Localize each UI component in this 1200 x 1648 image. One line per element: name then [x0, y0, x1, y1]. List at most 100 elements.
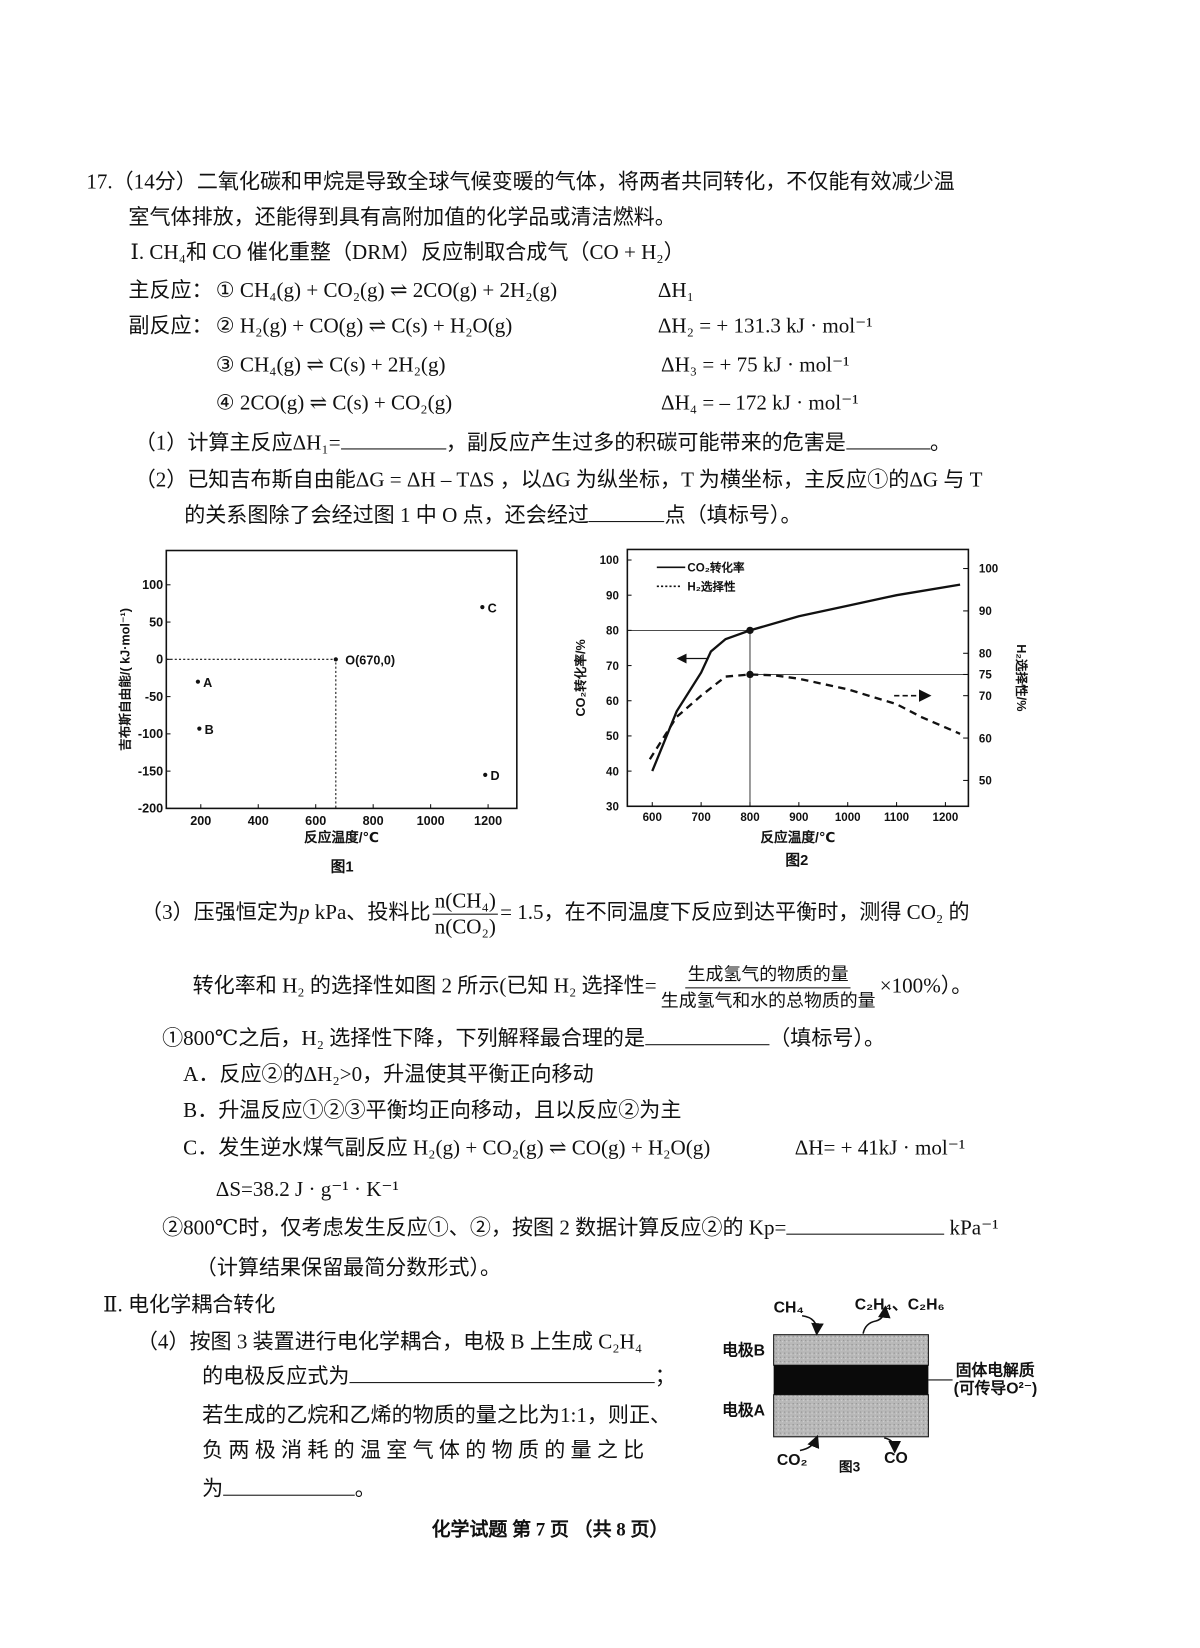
electrode-a-layer: [773, 1394, 929, 1438]
left-y-axis-label: CO₂转化率/%: [573, 639, 588, 716]
figure-3-electrochemical-cell: CH₄ C₂H₄、C₂H₆ 电极B 电极A 固体电解质 (可传导O²⁻) CO₂…: [722, 1296, 1037, 1474]
x-tick-label: 1100: [884, 812, 909, 824]
option-b: B．升温反应①②③平衡均正向移动，且以反应②为主: [183, 1098, 682, 1123]
x-tick-label: 1000: [835, 812, 861, 824]
question-intro-line-1: 17.（14分）二氧化碳和甲烷是导致全球气候变暖的气体，将两者共同转化，不仅能有…: [86, 168, 954, 195]
q3-1-text: ①800℃之后，H₂ 选择性下降，下列解释最合理的是: [162, 1027, 646, 1051]
ratio-answer-blank[interactable]: [223, 1476, 355, 1496]
option-c-dh: ΔH= + 41kJ · mol⁻¹: [794, 1136, 966, 1160]
co-label: CO: [884, 1450, 908, 1467]
reaction-3-dh: ΔH₃ = + 75 kJ · mol⁻¹: [661, 353, 850, 377]
x-tick-label: 200: [190, 814, 211, 828]
q3-text-5: ×100%）。: [879, 974, 973, 998]
q3-text-2: kPa、投料比: [309, 901, 431, 925]
legend-label-co2: CO₂转化率: [687, 561, 745, 575]
reaction-4-dh: ΔH₄ = – 172 kJ · mol⁻¹: [661, 391, 859, 415]
left-y-tick-label: 100: [600, 555, 619, 567]
question-4-line-1: （4）按图 3 装置进行电化学耦合，电极 B 上生成 C₂H₄: [136, 1330, 643, 1354]
series-line-1: [648, 673, 961, 760]
right-y-tick-label: 100: [979, 564, 998, 576]
q4-text: 的电极反应式为: [202, 1365, 350, 1389]
electrode-b-label: 电极B: [722, 1341, 765, 1360]
data-point-2: [480, 605, 485, 610]
y-tick-label: -50: [145, 690, 163, 704]
left-y-tick-label: 50: [606, 731, 619, 743]
feed-ratio-fraction: n(CH₄) n(CO₂): [432, 888, 498, 940]
x-tick-label: 1000: [417, 814, 445, 828]
plot-frame: [626, 548, 970, 808]
co-out-arrow-icon: [884, 1437, 902, 1454]
figure-3-caption: 图3: [839, 1460, 861, 1475]
right-y-tick-label: 50: [979, 776, 992, 788]
option-c-ds: ΔS=38.2 J · g⁻¹ · K⁻¹: [215, 1177, 399, 1202]
option-c: C．发生逆水煤气副反应 H₂(g) + CO₂(g) ⇌ CO(g) + H₂O…: [183, 1136, 711, 1160]
y-tick-label: -200: [138, 802, 163, 816]
plot-frame: [165, 549, 518, 810]
products-label: C₂H₄、C₂H₆: [855, 1296, 945, 1313]
reaction-3: ③ CH₄(g) ⇌ C(s) + 2H₂(g): [215, 353, 446, 377]
part1-heading: Ⅰ. CH₄和 CO 催化重整（DRM）反应制取合成气（CO + H₂）: [130, 241, 685, 265]
main-reaction-label: 主反应：: [128, 278, 213, 303]
right-y-tick-label: 90: [979, 606, 992, 618]
x-axis-label: 反应温度/℃: [304, 829, 379, 845]
reference-dashed-line: [166, 658, 337, 809]
selectivity-denominator: 生成氢气和水的总物质的量: [660, 990, 876, 1011]
electrolyte-note: (可传导O²⁻): [954, 1379, 1038, 1398]
data-point-label: B: [205, 723, 214, 737]
q3-1-answer-blank[interactable]: [645, 1025, 770, 1046]
data-point-0: [195, 679, 201, 684]
page-footer: 化学试题 第 7 页 （共 8 页）: [431, 1518, 669, 1540]
selectivity-numerator: 生成氢气的物质的量: [685, 962, 851, 989]
left-y-tick-label: 90: [606, 590, 619, 602]
q1-answer-blank-1[interactable]: [340, 429, 446, 450]
figure-2-caption: 图2: [785, 852, 808, 869]
q2-text-end: 点（填标号）。: [664, 504, 802, 528]
x-tick-label: 700: [691, 812, 710, 824]
question-3-line-1: （3）压强恒定为p kPa、投料比 n(CH₄) n(CO₂) = 1.5，在不同温度…: [141, 886, 970, 940]
marker-point-0: [746, 626, 754, 635]
kp-answer-blank[interactable]: [786, 1215, 945, 1235]
ch4-label: CH₄: [774, 1300, 804, 1317]
solid-electrolyte-layer: [773, 1365, 929, 1395]
question-4-line-2: 的电极反应式为 ；: [202, 1363, 676, 1390]
intro-text: 二氧化碳和甲烷是导致全球气候变暖的气体，将两者共同转化，不仅能有效减少温: [196, 170, 955, 194]
q1-text-2: ，副反应产生过多的积碳可能带来的危害是: [445, 431, 846, 455]
left-y-tick-label: 60: [606, 696, 619, 708]
data-point-label: D: [490, 769, 499, 783]
q1-text: （1）计算主反应ΔH₁=: [134, 431, 341, 455]
pressure-symbol: p: [298, 901, 310, 925]
x-tick-label: 1200: [933, 812, 959, 824]
kp-unit: kPa⁻¹: [949, 1216, 999, 1240]
q4-text-end-2: 。: [354, 1477, 376, 1502]
marker-point-1: [746, 670, 754, 679]
electrode-equation-blank[interactable]: [349, 1363, 655, 1384]
question-4-line-3: 若生成的乙烷和乙烯的物质的量之比为1:1，则正、: [202, 1404, 672, 1428]
left-y-tick-label: 70: [606, 661, 619, 673]
question-number: 17.: [86, 170, 113, 194]
data-point-label: C: [488, 601, 497, 615]
q3-1-text-end: （填标号）。: [769, 1027, 886, 1051]
figure-1-gibbs-chart: 200 400 600 800 1000 1200 100 50 0 -50 -100 -150 -20…: [117, 549, 518, 876]
feed-ratio-numerator: n(CH₄): [432, 888, 498, 915]
electrode-b-layer: [773, 1334, 929, 1366]
right-y-tick-label: 80: [979, 649, 992, 661]
y-tick-label: -150: [138, 764, 163, 778]
question-3-2-note: （计算结果保留最简分数形式）。: [195, 1256, 502, 1280]
electrolyte-label: 固体电解质: [956, 1361, 1035, 1380]
reaction-2-dh: ΔH₂ = + 131.3 kJ · mol⁻¹: [657, 314, 873, 338]
data-point-3: [483, 772, 488, 777]
figure-1-caption: 图1: [331, 859, 354, 876]
q3-text-4: 转化率和 H₂ 的选择性如图 2 所示(已知 H₂ 选择性=: [192, 974, 657, 998]
x-tick-label: 900: [789, 812, 808, 824]
question-2-line-1: （2）已知吉布斯自由能ΔG = ΔH – TΔS ，以ΔG 为纵坐标，T 为横坐…: [134, 468, 983, 492]
q1-answer-blank-2[interactable]: [845, 429, 931, 450]
ch4-in-arrow-icon: [801, 1314, 824, 1336]
q3-2-text: ②800℃时，仅考虑发生反应①、②，按图 2 数据计算反应②的 Kp=: [162, 1216, 787, 1240]
q2-answer-blank[interactable]: [588, 502, 665, 523]
question-intro-line-2: 室气体排放，还能得到具有高附加值的化学品或清洁燃料。: [128, 206, 676, 230]
right-y-tick-label: 60: [979, 733, 992, 745]
x-tick-label: 600: [305, 814, 326, 828]
legend-label-h2: H₂选择性: [687, 580, 736, 594]
